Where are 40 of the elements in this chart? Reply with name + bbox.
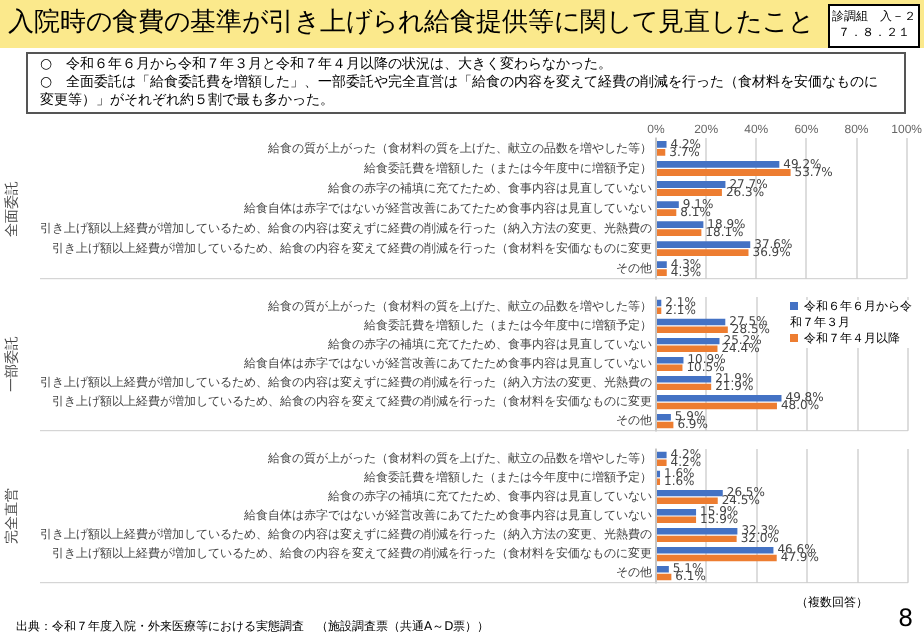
bar <box>657 181 726 188</box>
bar <box>657 161 780 168</box>
bar <box>657 345 718 352</box>
bar <box>657 318 726 326</box>
bar <box>657 364 683 372</box>
text: 8 <box>898 604 914 632</box>
bar <box>657 249 749 257</box>
bar <box>657 383 712 391</box>
bar <box>657 269 667 277</box>
bar <box>657 356 684 364</box>
bar <box>657 566 669 573</box>
bar <box>657 508 697 516</box>
bar <box>657 535 737 543</box>
bar <box>657 516 697 524</box>
bar <box>657 141 667 148</box>
bar <box>657 528 738 535</box>
bar <box>657 402 777 410</box>
bar <box>657 326 728 333</box>
bar <box>657 573 672 581</box>
bar <box>657 376 712 383</box>
bar <box>657 395 782 402</box>
bar <box>657 241 751 249</box>
bar <box>657 149 666 156</box>
bar <box>657 209 677 216</box>
bar <box>657 547 774 554</box>
bar <box>657 261 667 269</box>
bar <box>657 414 671 421</box>
bar <box>657 201 679 208</box>
bar <box>657 221 704 228</box>
bar <box>657 459 667 466</box>
bar <box>657 451 667 459</box>
bar <box>657 169 791 176</box>
bar <box>657 337 720 345</box>
bar <box>657 189 722 196</box>
bar <box>657 497 718 504</box>
bar <box>657 554 777 562</box>
bar <box>657 421 674 429</box>
bar <box>657 489 723 497</box>
bar <box>657 229 702 236</box>
text: 入院時の食費の基準が引き上げられ給食提供等に関して見直したこと <box>8 8 814 38</box>
